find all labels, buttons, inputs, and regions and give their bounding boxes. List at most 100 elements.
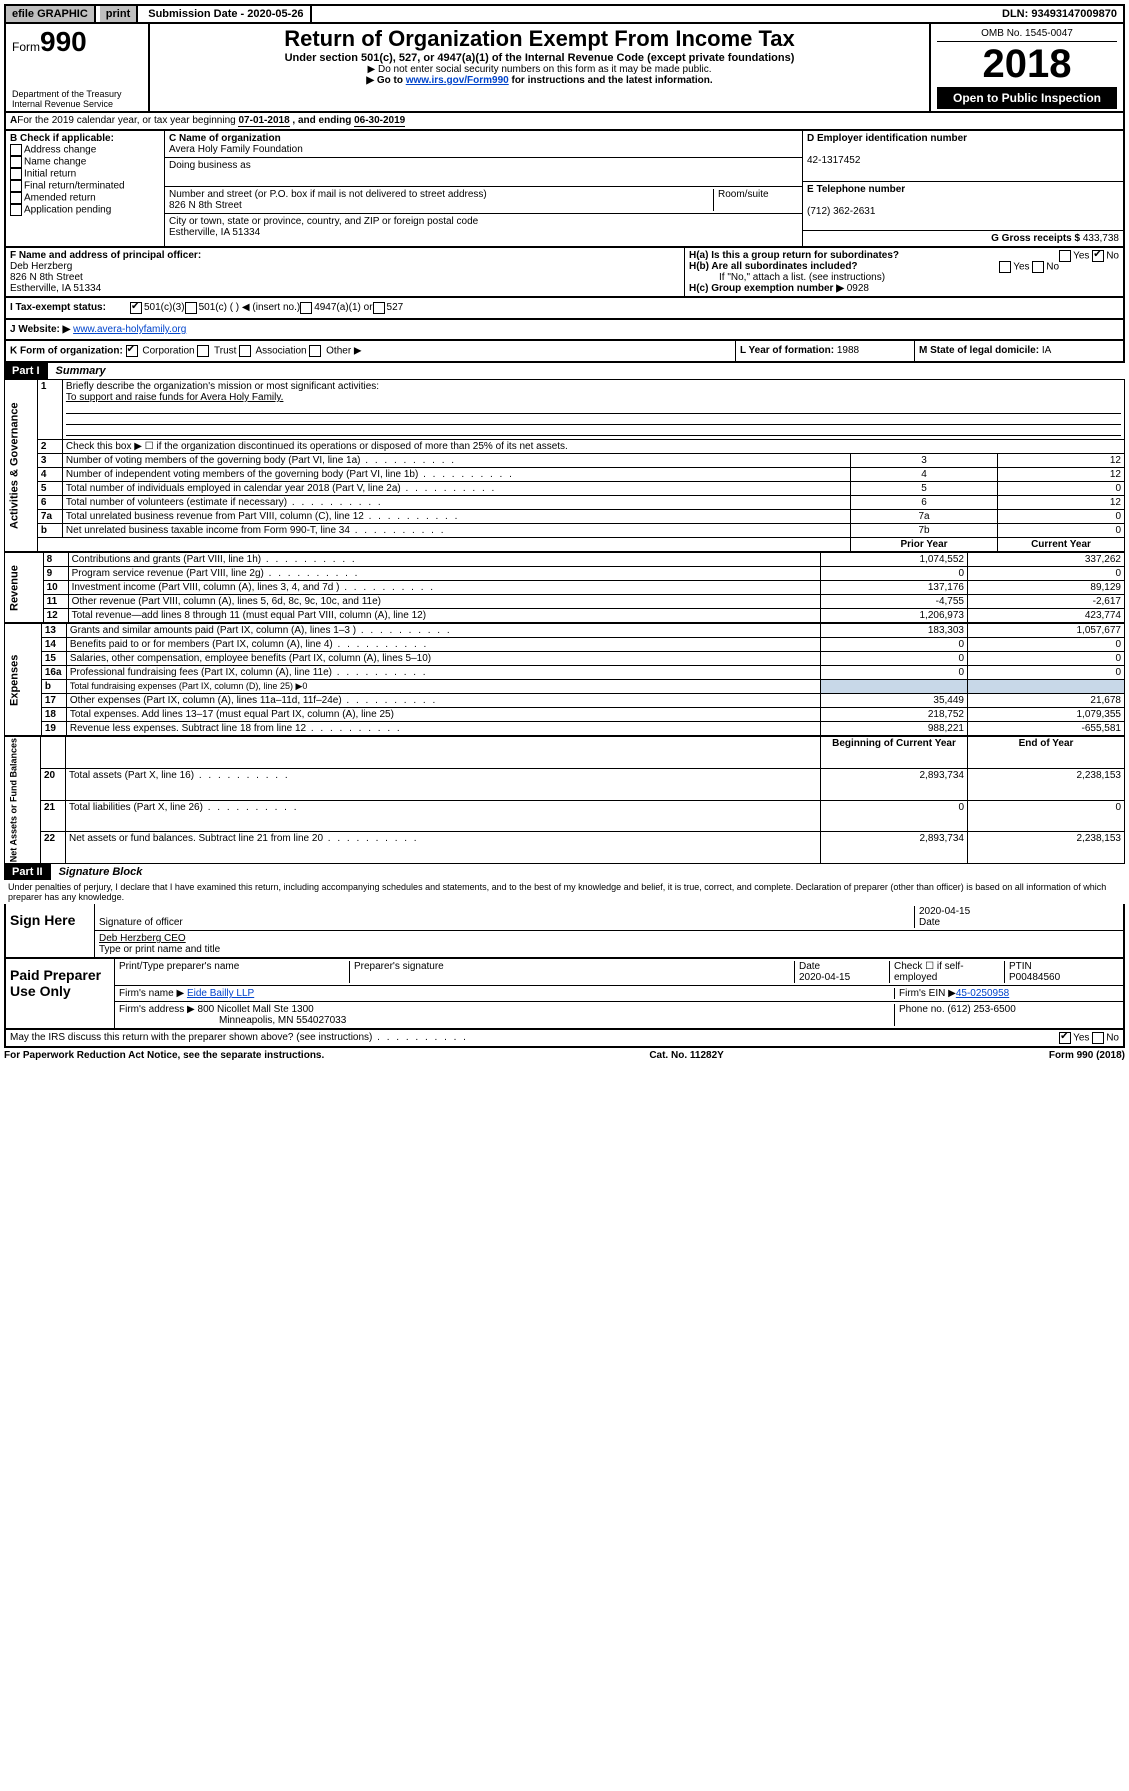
k-corp-cb[interactable] bbox=[126, 345, 138, 357]
exp-14-t: Benefits paid to or for members (Part IX… bbox=[66, 638, 820, 652]
tax-year: 2018 bbox=[937, 42, 1117, 87]
k-o2: Trust bbox=[214, 346, 236, 357]
cb-app-pending[interactable] bbox=[10, 204, 22, 216]
cb-address-change[interactable] bbox=[10, 144, 22, 156]
irs-label: Internal Revenue Service bbox=[12, 99, 113, 109]
row-klm: K Form of organization: Corporation Trus… bbox=[4, 341, 1125, 363]
rev-8-c: 337,262 bbox=[968, 553, 1125, 567]
i-501c-cb[interactable] bbox=[185, 302, 197, 314]
sa-mid: , and ending bbox=[290, 115, 354, 126]
ag-6-t: Total number of volunteers (estimate if … bbox=[62, 496, 850, 510]
block-bcdefg: B Check if applicable: Address change Na… bbox=[4, 131, 1125, 248]
footer-left: For Paperwork Reduction Act Notice, see … bbox=[4, 1050, 324, 1061]
m-value: IA bbox=[1042, 345, 1051, 356]
c-dba-label: Doing business as bbox=[169, 160, 251, 171]
col-end: End of Year bbox=[968, 737, 1125, 769]
open-to-public: Open to Public Inspection bbox=[937, 87, 1117, 109]
i-4947-cb[interactable] bbox=[300, 302, 312, 314]
col-prior: Prior Year bbox=[851, 538, 998, 552]
i-501c3-cb[interactable] bbox=[130, 302, 142, 314]
i-o4: 527 bbox=[387, 302, 404, 314]
rev-12-c: 423,774 bbox=[968, 609, 1125, 623]
cb-final-return[interactable] bbox=[10, 180, 22, 192]
officer-name: Deb Herzberg CEO bbox=[99, 933, 186, 944]
ptin-label: PTIN bbox=[1009, 961, 1032, 972]
discuss-no-cb[interactable] bbox=[1092, 1032, 1104, 1044]
box-defg: D Employer identification number 42-1317… bbox=[803, 131, 1123, 246]
lbl-name-change: Name change bbox=[24, 157, 86, 168]
ag-5-v: 0 bbox=[998, 482, 1125, 496]
instructions-link[interactable]: www.irs.gov/Form990 bbox=[406, 75, 509, 86]
l-label: L Year of formation: bbox=[740, 345, 837, 356]
form-title: Return of Organization Exempt From Incom… bbox=[156, 26, 923, 52]
efile-button[interactable]: efile GRAPHIC bbox=[6, 6, 96, 22]
exp-13-c: 1,057,677 bbox=[968, 624, 1125, 638]
exp-16a-c: 0 bbox=[968, 666, 1125, 680]
top-bar: efile GRAPHIC print Submission Date - 20… bbox=[4, 4, 1125, 24]
firm-addr1: 800 Nicollet Mall Ste 1300 bbox=[198, 1004, 314, 1015]
ag-7a-box: 7a bbox=[851, 510, 998, 524]
ha-yes-cb[interactable] bbox=[1059, 250, 1071, 262]
cb-amended[interactable] bbox=[10, 192, 22, 204]
print-button[interactable]: print bbox=[100, 6, 138, 22]
footer-mid: Cat. No. 11282Y bbox=[649, 1050, 723, 1061]
k-trust-cb[interactable] bbox=[197, 345, 209, 357]
firm-name-link[interactable]: Eide Bailly LLP bbox=[187, 988, 254, 999]
part1-table: Activities & Governance 1 Briefly descri… bbox=[4, 379, 1125, 552]
sa-begin: 07-01-2018 bbox=[238, 115, 289, 127]
c-city-label: City or town, state or province, country… bbox=[169, 216, 478, 227]
discuss-yes-cb[interactable] bbox=[1059, 1032, 1071, 1044]
exp-16b-c bbox=[968, 680, 1125, 694]
ag-7a-v: 0 bbox=[998, 510, 1125, 524]
hb-note: If "No," attach a list. (see instruction… bbox=[689, 272, 1119, 283]
sign-here-block: Sign Here Signature of officer2020-04-15… bbox=[4, 904, 1125, 959]
sig-date: 2020-04-15 bbox=[919, 906, 970, 917]
row-i: I Tax-exempt status: 501(c)(3) 501(c) ( … bbox=[4, 298, 1125, 320]
firm-ein-link[interactable]: 45-0250958 bbox=[956, 988, 1009, 999]
hb-yes-cb[interactable] bbox=[999, 261, 1011, 273]
dln-label: DLN: bbox=[1002, 8, 1031, 20]
exp-15-c: 0 bbox=[968, 652, 1125, 666]
rev-10-t: Investment income (Part VIII, column (A)… bbox=[68, 581, 820, 595]
netassets-table: Net Assets or Fund Balances Beginning of… bbox=[4, 736, 1125, 864]
net-21-p: 0 bbox=[821, 800, 968, 832]
exp-13-p: 183,303 bbox=[821, 624, 968, 638]
footer-right: Form 990 (2018) bbox=[1049, 1050, 1125, 1061]
sig-officer-label: Signature of officer bbox=[99, 917, 183, 928]
exp-14-c: 0 bbox=[968, 638, 1125, 652]
firm-addr-label: Firm's address ▶ bbox=[119, 1004, 195, 1015]
i-o3: 4947(a)(1) or bbox=[314, 302, 372, 314]
dln: DLN: 93493147009870 bbox=[996, 6, 1123, 22]
ag-4-t: Number of independent voting members of … bbox=[62, 468, 850, 482]
k-other-cb[interactable] bbox=[309, 345, 321, 357]
i-527-cb[interactable] bbox=[373, 302, 385, 314]
q1-label: Briefly describe the organization's miss… bbox=[66, 381, 379, 392]
e-value: (712) 362-2631 bbox=[807, 206, 875, 217]
p-name-label: Print/Type preparer's name bbox=[119, 961, 349, 983]
sig-date-label: Date bbox=[919, 917, 940, 928]
paid-preparer-block: Paid Preparer Use Only Print/Type prepar… bbox=[4, 959, 1125, 1030]
exp-18-p: 218,752 bbox=[821, 708, 968, 722]
net-20-c: 2,238,153 bbox=[968, 768, 1125, 800]
p-check: Check ☐ if self-employed bbox=[889, 961, 1004, 983]
discuss-yes: Yes bbox=[1073, 1033, 1089, 1044]
firm-phone-label: Phone no. bbox=[899, 1004, 947, 1015]
c-name-label: C Name of organization bbox=[169, 133, 281, 144]
ag-5-box: 5 bbox=[851, 482, 998, 496]
rev-10-c: 89,129 bbox=[968, 581, 1125, 595]
ag-3-v: 12 bbox=[998, 454, 1125, 468]
cb-name-change[interactable] bbox=[10, 156, 22, 168]
k-assoc-cb[interactable] bbox=[239, 345, 251, 357]
exp-14-p: 0 bbox=[821, 638, 968, 652]
ha-no-cb[interactable] bbox=[1092, 250, 1104, 262]
firm-phone: (612) 253-6500 bbox=[947, 1004, 1015, 1015]
rev-9-t: Program service revenue (Part VIII, line… bbox=[68, 567, 820, 581]
part1-header: Part I Summary bbox=[4, 363, 1125, 379]
website-link[interactable]: www.avera-holyfamily.org bbox=[73, 324, 186, 335]
cb-initial-return[interactable] bbox=[10, 168, 22, 180]
hc-value: 0928 bbox=[847, 283, 869, 294]
hb-no-cb[interactable] bbox=[1032, 261, 1044, 273]
rev-11-p: -4,755 bbox=[821, 595, 968, 609]
lbl-initial-return: Initial return bbox=[24, 169, 76, 180]
col-curr: Current Year bbox=[998, 538, 1125, 552]
